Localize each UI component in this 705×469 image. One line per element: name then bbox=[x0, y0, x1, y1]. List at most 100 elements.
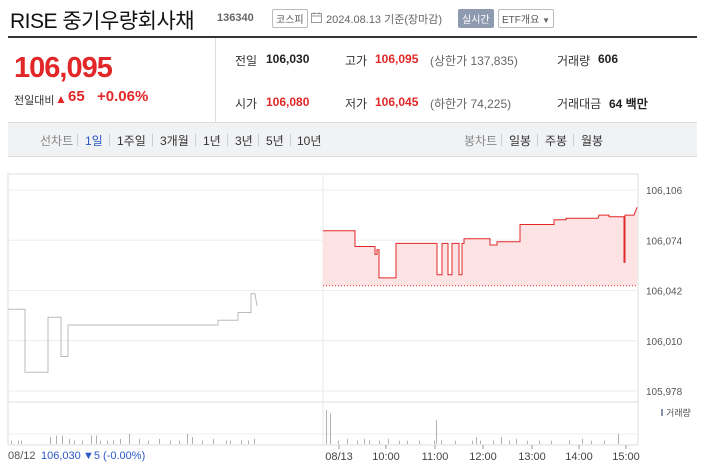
divider bbox=[77, 134, 78, 146]
volume-bar bbox=[330, 413, 331, 444]
ticker-code: 136340 bbox=[217, 12, 254, 24]
upper-limit: (상한가 137,835) bbox=[430, 54, 518, 68]
volume-bar bbox=[379, 440, 380, 444]
divider bbox=[290, 134, 291, 146]
volume-bar bbox=[364, 438, 365, 444]
y-tick-label: 105,978 bbox=[646, 387, 683, 398]
volume-bar bbox=[569, 440, 570, 444]
volume-bar bbox=[539, 440, 540, 444]
volume-bar bbox=[120, 438, 121, 444]
amount-label: 거래대금 bbox=[557, 97, 602, 111]
period-3y[interactable]: 3년 bbox=[235, 134, 253, 148]
x-tick-label: 11:00 bbox=[422, 451, 449, 463]
volume-bars bbox=[11, 410, 619, 444]
x-tick-label: 14:00 bbox=[565, 451, 593, 463]
volume-bar bbox=[501, 437, 502, 444]
up-triangle-icon: ▲ bbox=[55, 92, 67, 106]
volume-bar bbox=[604, 440, 605, 444]
volume-bar bbox=[582, 438, 583, 444]
volume-bar bbox=[69, 438, 70, 444]
volume-bar bbox=[436, 420, 437, 444]
open-value: 106,080 bbox=[266, 95, 310, 109]
volume-bar bbox=[113, 440, 114, 444]
volume-bar bbox=[170, 440, 171, 444]
volume-bar bbox=[472, 440, 473, 444]
volume-bar bbox=[202, 440, 203, 444]
amount-value: 64 백만 bbox=[609, 97, 648, 111]
volume-bar bbox=[91, 435, 92, 444]
y-tick-label: 106,042 bbox=[646, 287, 683, 298]
candle-daily[interactable]: 일봉 bbox=[509, 134, 532, 148]
period-5y[interactable]: 5년 bbox=[266, 134, 284, 148]
period-3m[interactable]: 3개월 bbox=[160, 134, 189, 148]
divider bbox=[152, 134, 153, 146]
volume-bar bbox=[399, 440, 400, 444]
volume-bar bbox=[434, 440, 435, 444]
market-badge: 코스피 bbox=[272, 9, 308, 28]
volume-bar bbox=[187, 433, 188, 444]
change-value: 65 bbox=[68, 88, 85, 105]
volume-bar bbox=[82, 440, 83, 444]
divider bbox=[109, 134, 110, 146]
price-line-0813 bbox=[323, 207, 638, 279]
etf-overview-dropdown[interactable]: ETF개요 ▼ bbox=[498, 9, 554, 28]
prev-close-value: 106,030 bbox=[266, 52, 310, 66]
candle-weekly[interactable]: 주봉 bbox=[545, 134, 568, 148]
volume-legend-swatch bbox=[661, 409, 663, 416]
x-tick-label: 15:00 bbox=[612, 451, 640, 463]
volume-bar bbox=[11, 440, 12, 444]
volume-bar bbox=[241, 440, 242, 444]
divider bbox=[195, 134, 196, 146]
volume-bar bbox=[139, 438, 140, 444]
volume-bar bbox=[148, 440, 149, 444]
lower-limit: (하한가 74,225) bbox=[430, 97, 512, 111]
volume-bar bbox=[347, 438, 348, 444]
volume-label: 거래량 bbox=[557, 54, 591, 68]
volume-bar bbox=[618, 433, 619, 444]
divider bbox=[501, 134, 502, 146]
current-price: 106,095 bbox=[14, 52, 113, 84]
volume-bar bbox=[159, 438, 160, 444]
volume-legend: 거래량 bbox=[666, 407, 691, 418]
volume-bar bbox=[254, 438, 255, 444]
candle-monthly[interactable]: 월봉 bbox=[581, 134, 604, 148]
price-panel bbox=[8, 38, 216, 122]
volume-bar bbox=[388, 438, 389, 444]
volume-bar bbox=[407, 440, 408, 444]
volume-bar bbox=[248, 440, 249, 444]
volume-bar bbox=[551, 440, 552, 444]
volume-bar bbox=[441, 440, 442, 444]
candle-chart-label: 봉차트 bbox=[464, 134, 498, 148]
divider bbox=[227, 134, 228, 146]
volume-bar bbox=[338, 440, 339, 444]
calendar-icon bbox=[311, 12, 322, 23]
prev-close-label: 전일 bbox=[235, 54, 258, 68]
volume-bar bbox=[516, 438, 517, 444]
divider bbox=[537, 134, 538, 146]
period-1y[interactable]: 1년 bbox=[203, 134, 221, 148]
volume-bar bbox=[419, 440, 420, 444]
open-label: 시가 bbox=[235, 97, 258, 111]
volume-bar bbox=[509, 440, 510, 444]
period-10y[interactable]: 10년 bbox=[297, 134, 322, 148]
high-value: 106,095 bbox=[375, 52, 419, 66]
volume-bar bbox=[357, 440, 358, 444]
x-tick-label: 10:00 bbox=[372, 451, 400, 463]
price-line-0812 bbox=[8, 293, 258, 373]
period-1w[interactable]: 1주일 bbox=[117, 134, 146, 148]
volume-bar bbox=[18, 440, 19, 444]
period-toolbar bbox=[8, 122, 697, 157]
x-tick-label: 13:00 bbox=[518, 451, 546, 463]
y-tick-label: 106,010 bbox=[646, 337, 683, 348]
volume-bar bbox=[369, 440, 370, 444]
period-1d[interactable]: 1일 bbox=[85, 134, 103, 148]
divider bbox=[258, 134, 259, 146]
realtime-button[interactable]: 실시간 bbox=[458, 9, 494, 28]
prev-day-change: ▼5 (-0.00%) bbox=[83, 450, 146, 462]
etf-overview-label: ETF개요 bbox=[502, 15, 540, 26]
change-label: 전일대비 bbox=[14, 95, 55, 107]
volume-bar bbox=[480, 440, 481, 444]
prev-day-close: 106,030 bbox=[41, 450, 81, 462]
prev-day-date: 08/12 bbox=[8, 450, 36, 462]
